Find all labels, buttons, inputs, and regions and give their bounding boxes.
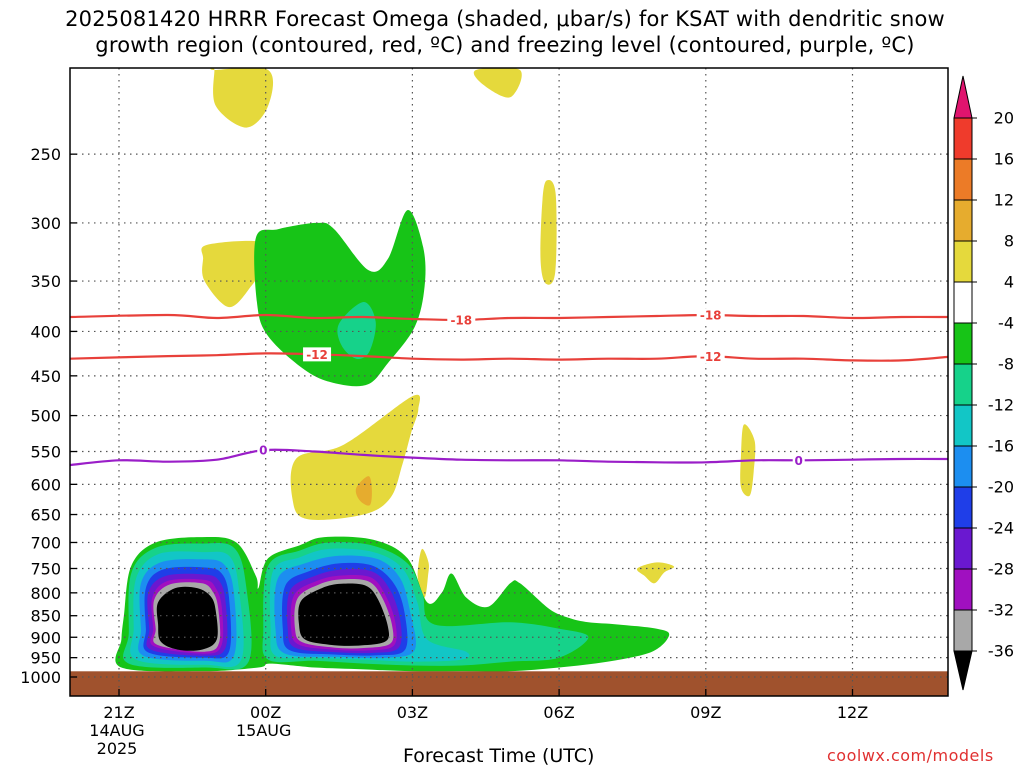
colorbar-bin (953, 609, 973, 652)
colorbar-bin (953, 404, 973, 447)
colorbar: 20 16 12 8 4 -4 -8 -12 -16 -20 -24 -28 -32 -36 (953, 75, 1014, 691)
y-tick-label: 500 (30, 407, 61, 426)
omega-region-7 (417, 548, 429, 598)
x-tick-label: 00Z (250, 703, 281, 722)
chart-title: 2025081420 HRRR Forecast Omega (shaded, … (0, 6, 1010, 58)
colorbar-label: -24 (988, 519, 1014, 538)
credit-link[interactable]: coolwx.com/models (827, 746, 994, 765)
omega-region-8 (636, 562, 675, 584)
contour-label-bg (447, 312, 476, 327)
contour-label--12: -12 (700, 350, 722, 364)
omega-region-26 (156, 586, 218, 651)
y-tick-label: 750 (30, 560, 61, 579)
x-tick-label: 09Z (690, 703, 721, 722)
colorbar-label: 16 (994, 150, 1014, 169)
contour-label-bg (792, 453, 805, 468)
contour-label--18: -18 (700, 309, 722, 323)
y-tick-label: 300 (30, 214, 61, 233)
x-tick-sublabel: 2025 (97, 739, 138, 758)
y-tick-label: 400 (30, 322, 61, 341)
omega-shading (115, 68, 756, 672)
y-tick-label: 950 (30, 649, 61, 668)
colorbar-bin (953, 117, 973, 160)
grid-lines (70, 68, 948, 696)
colorbar-label: -20 (988, 478, 1014, 497)
y-tick-label: 600 (30, 475, 61, 494)
plot-frame (69, 67, 949, 697)
x-tick-label: 12Z (837, 703, 868, 722)
y-tick-label: 900 (30, 628, 61, 647)
colorbar-label: -8 (998, 355, 1014, 374)
colorbar-bin (953, 486, 973, 529)
omega-region-27 (298, 583, 390, 646)
colorbar-bin (953, 199, 973, 242)
y-tick-label: 650 (30, 506, 61, 525)
y-tick-label: 350 (30, 272, 61, 291)
contour-label-bg (257, 443, 270, 458)
colorbar-bin (953, 281, 973, 324)
y-tick-label: 550 (30, 443, 61, 462)
contour-label-bg (696, 349, 725, 364)
x-tick-label: 21Z (103, 703, 134, 722)
colorbar-label: 12 (994, 191, 1014, 210)
omega-region-2 (540, 180, 557, 285)
contour-label-0: 0 (795, 454, 803, 468)
y-tick-label: 450 (30, 367, 61, 386)
y-axis: 250 300 350 400 450 500 550 600 650 700 750 800 850 9… (20, 145, 77, 687)
colorbar-label: -32 (988, 601, 1014, 620)
y-tick-label: 700 (30, 533, 61, 552)
omega-region-3 (201, 240, 268, 308)
colorbar-bin (953, 445, 973, 488)
y-tick-label: 800 (30, 584, 61, 603)
y-tick-label: 850 (30, 607, 61, 626)
colorbar-top-arrow (953, 75, 973, 119)
omega-region-1 (473, 68, 522, 98)
contour-line--18 (70, 313, 948, 322)
contour-label--18: -18 (450, 313, 472, 327)
y-tick-label: 1000 (20, 668, 61, 687)
colorbar-bin (953, 240, 973, 283)
colorbar-label: -36 (988, 642, 1014, 661)
x-tick-sublabel: 15AUG (236, 721, 291, 740)
omega-region-4 (290, 394, 421, 520)
colorbar-bin (953, 158, 973, 201)
omega-region-0 (210, 68, 274, 128)
ground-strip (70, 671, 948, 696)
x-tick-sublabel: 14AUG (89, 721, 144, 740)
x-tick-label: 03Z (397, 703, 428, 722)
contour-line--12 (70, 352, 948, 362)
colorbar-label: 20 (994, 109, 1014, 128)
title-line-1: 2025081420 HRRR Forecast Omega (shaded, … (65, 7, 945, 31)
contour-lines: -18 -18 -12 -12 0 0 (70, 308, 948, 468)
omega-region-5 (355, 476, 372, 506)
contour-label-bg (303, 347, 332, 362)
colorbar-bin (953, 363, 973, 406)
colorbar-bin (953, 322, 973, 365)
colorbar-label: -4 (998, 314, 1014, 333)
colorbar-label: -28 (988, 560, 1014, 579)
contour-label-bg (696, 308, 725, 323)
omega-region-9 (254, 210, 426, 387)
x-axis-label: Forecast Time (UTC) (403, 745, 595, 767)
colorbar-label: -12 (988, 396, 1014, 415)
y-tick-label: 250 (30, 145, 61, 164)
contour-label-0: 0 (259, 444, 267, 458)
colorbar-label: -16 (988, 437, 1014, 456)
colorbar-label: 4 (1004, 273, 1014, 292)
colorbar-label: 8 (1004, 232, 1014, 251)
ground-fill (70, 671, 948, 696)
colorbar-bin (953, 568, 973, 611)
colorbar-bottom-arrow (953, 650, 973, 691)
colorbar-bin (953, 527, 973, 570)
x-tick-label: 06Z (543, 703, 574, 722)
contour-label--12: -12 (306, 348, 328, 362)
title-line-2: growth region (contoured, red, ºC) and f… (95, 33, 915, 57)
